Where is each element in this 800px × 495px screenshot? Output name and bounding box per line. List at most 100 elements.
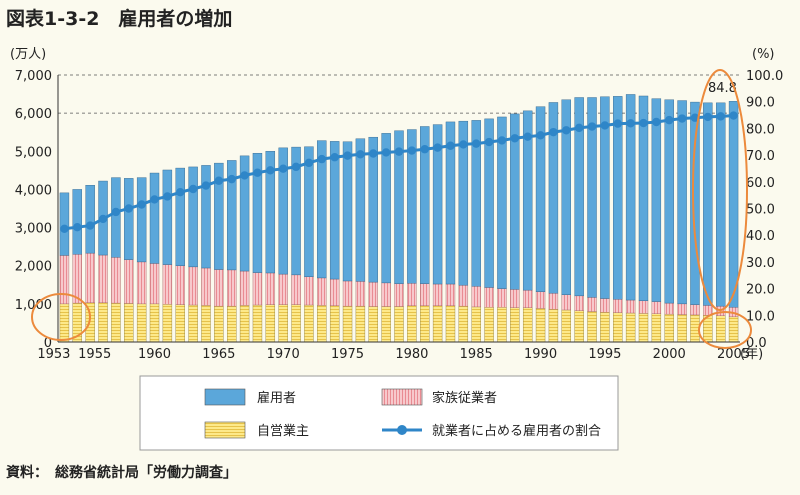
left-tick-label: 6,000 [15,107,52,122]
right-axis-unit: (%) [752,47,775,62]
bar-employee [227,160,237,271]
ratio-point [394,147,404,156]
highlight-circle-left-bottom [31,293,91,341]
ratio-point [433,143,442,152]
bar-self-employed [252,304,263,343]
right-tick-label: 60.0 [746,176,775,191]
bar-employee [72,189,83,255]
bar-self-employed [329,305,340,343]
bar-family-worker [613,299,623,313]
bar-family-worker [548,292,559,310]
bar-self-employed [535,308,546,343]
bar-family-worker [651,301,662,314]
x-tick-label: 1970 [267,347,300,362]
ratio-point [446,141,455,150]
bar-employee [188,166,198,268]
ratio-line-series [60,111,738,233]
ratio-point [227,174,236,184]
bar-employee [638,95,649,302]
ratio-point [240,171,249,180]
bar-self-employed [677,314,687,343]
bar-self-employed [136,303,147,343]
bar-employee [420,126,430,284]
bar-self-employed [587,311,597,343]
bar-family-worker [136,261,147,305]
bar-self-employed [471,306,481,343]
bar-family-worker [59,255,70,305]
x-tick-label: 1953 [37,347,70,362]
ratio-point [60,224,69,233]
bar-employee [664,99,674,304]
bar-self-employed [162,304,173,343]
x-tick-label: 1975 [331,347,364,362]
bar-employee [368,136,378,283]
ratio-point [536,131,545,140]
bar-employee [201,165,211,269]
bar-employee [317,140,327,279]
bar-family-worker [329,278,340,306]
bar-employee [342,141,353,282]
bar-family-worker [265,272,276,305]
bar-employee [728,101,739,308]
legend-label-employee: 雇用者 [257,390,296,406]
bar-self-employed [227,305,237,343]
ratio-point [343,151,352,160]
right-tick-label: 80.0 [746,122,775,137]
ratio-point [613,119,622,128]
bar-family-worker [664,302,674,315]
bar-self-employed [201,305,211,343]
ratio-point [369,149,378,158]
legend-swatch-line-marker [397,425,407,435]
ratio-point [652,117,661,127]
bar-employee [214,162,224,270]
bar-family-worker [471,286,481,308]
ratio-point [317,154,326,164]
bar-family-worker [407,283,417,306]
bar-employee [381,133,391,284]
bar-self-employed [613,312,623,343]
bar-self-employed [510,307,520,343]
bar-self-employed [420,305,430,343]
bar-employee [522,110,533,291]
bar-family-worker [510,289,520,308]
bar-self-employed [214,305,224,343]
bar-employee [175,167,185,266]
bar-family-worker [162,264,173,305]
bar-employee [613,96,623,300]
left-tick-label: 7,000 [15,69,52,84]
bar-self-employed [561,309,571,343]
ratio-point [523,132,532,141]
ratio-point [330,153,339,162]
bar-self-employed [484,307,494,343]
bar-employee [690,101,700,305]
bar-self-employed [458,305,469,343]
annotation-84-8: 84.8 [708,81,737,96]
bar-self-employed [445,305,456,343]
bar-employee [651,98,662,302]
right-tick-label: 40.0 [746,229,775,244]
ratio-point [729,111,738,120]
bar-self-employed [548,308,559,343]
bar-self-employed [574,310,584,343]
ratio-point [201,181,211,190]
bar-family-worker [677,303,687,315]
ratio-point [150,195,159,204]
ratio-point [407,146,417,155]
bar-employee [407,129,417,284]
bar-employee [574,97,584,297]
bar-employee [535,106,546,292]
bar-family-worker [291,274,301,305]
bar-employee [497,116,507,289]
bar-self-employed [728,316,739,343]
bar-family-worker [304,276,314,306]
left-tick-label: 0 [44,336,52,351]
bar-family-worker [638,300,649,314]
ratio-point [278,164,288,173]
ratio-point [549,127,558,137]
bar-employee [265,151,276,274]
source-note: 資料： 総務省統計局「労働力調査」 [6,465,237,481]
ratio-point [420,145,429,154]
ratio-point [266,166,275,175]
left-tick-label: 3,000 [15,222,52,237]
bar-family-worker [420,283,430,306]
